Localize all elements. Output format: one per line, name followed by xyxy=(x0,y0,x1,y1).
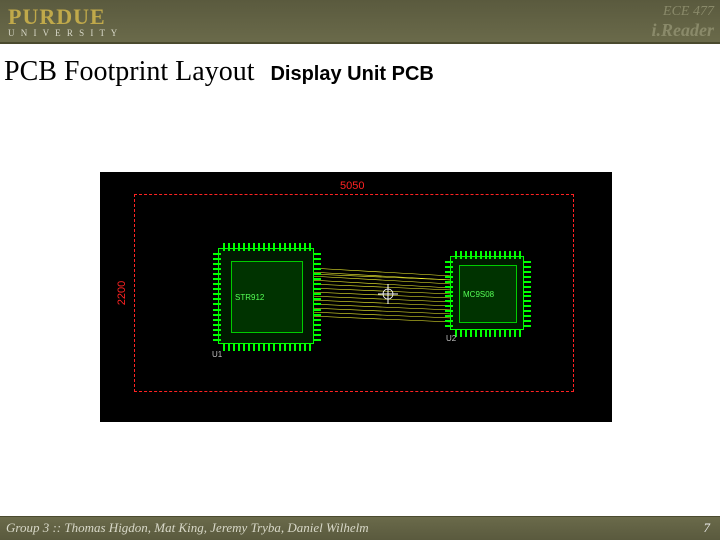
purdue-logo: PURDUE U N I V E R S I T Y xyxy=(8,4,119,38)
header-right: ECE 477 i.Reader xyxy=(652,4,715,41)
course-code: ECE 477 xyxy=(652,4,715,20)
project-name: i.Reader xyxy=(652,20,715,41)
dim-height: 2200 xyxy=(116,281,128,305)
logo-sub-text: U N I V E R S I T Y xyxy=(8,28,119,38)
page-number: 7 xyxy=(704,520,711,536)
chip-u1: STR912 xyxy=(218,248,314,344)
pcb-viewport: 5050 2200 STR912 U1 MC9S08 U2 xyxy=(100,172,612,422)
refdes-u2: U2 xyxy=(446,334,456,343)
title-row: PCB Footprint Layout Display Unit PCB xyxy=(4,56,434,88)
footer-text: Group 3 :: Thomas Higdon, Mat King, Jere… xyxy=(6,520,369,536)
chip-part-label: MC9S08 xyxy=(463,290,494,299)
page-title: PCB Footprint Layout xyxy=(4,56,254,87)
header-bar: PURDUE U N I V E R S I T Y ECE 477 i.Rea… xyxy=(0,0,720,44)
logo-main-text: PURDUE xyxy=(8,4,119,30)
chip-u2: MC9S08 xyxy=(450,256,524,330)
refdes-u1: U1 xyxy=(212,350,222,359)
dim-width: 5050 xyxy=(340,180,364,192)
chip-part-label: STR912 xyxy=(235,293,264,302)
page-subtitle: Display Unit PCB xyxy=(270,63,433,85)
footer-bar: Group 3 :: Thomas Higdon, Mat King, Jere… xyxy=(0,516,720,540)
